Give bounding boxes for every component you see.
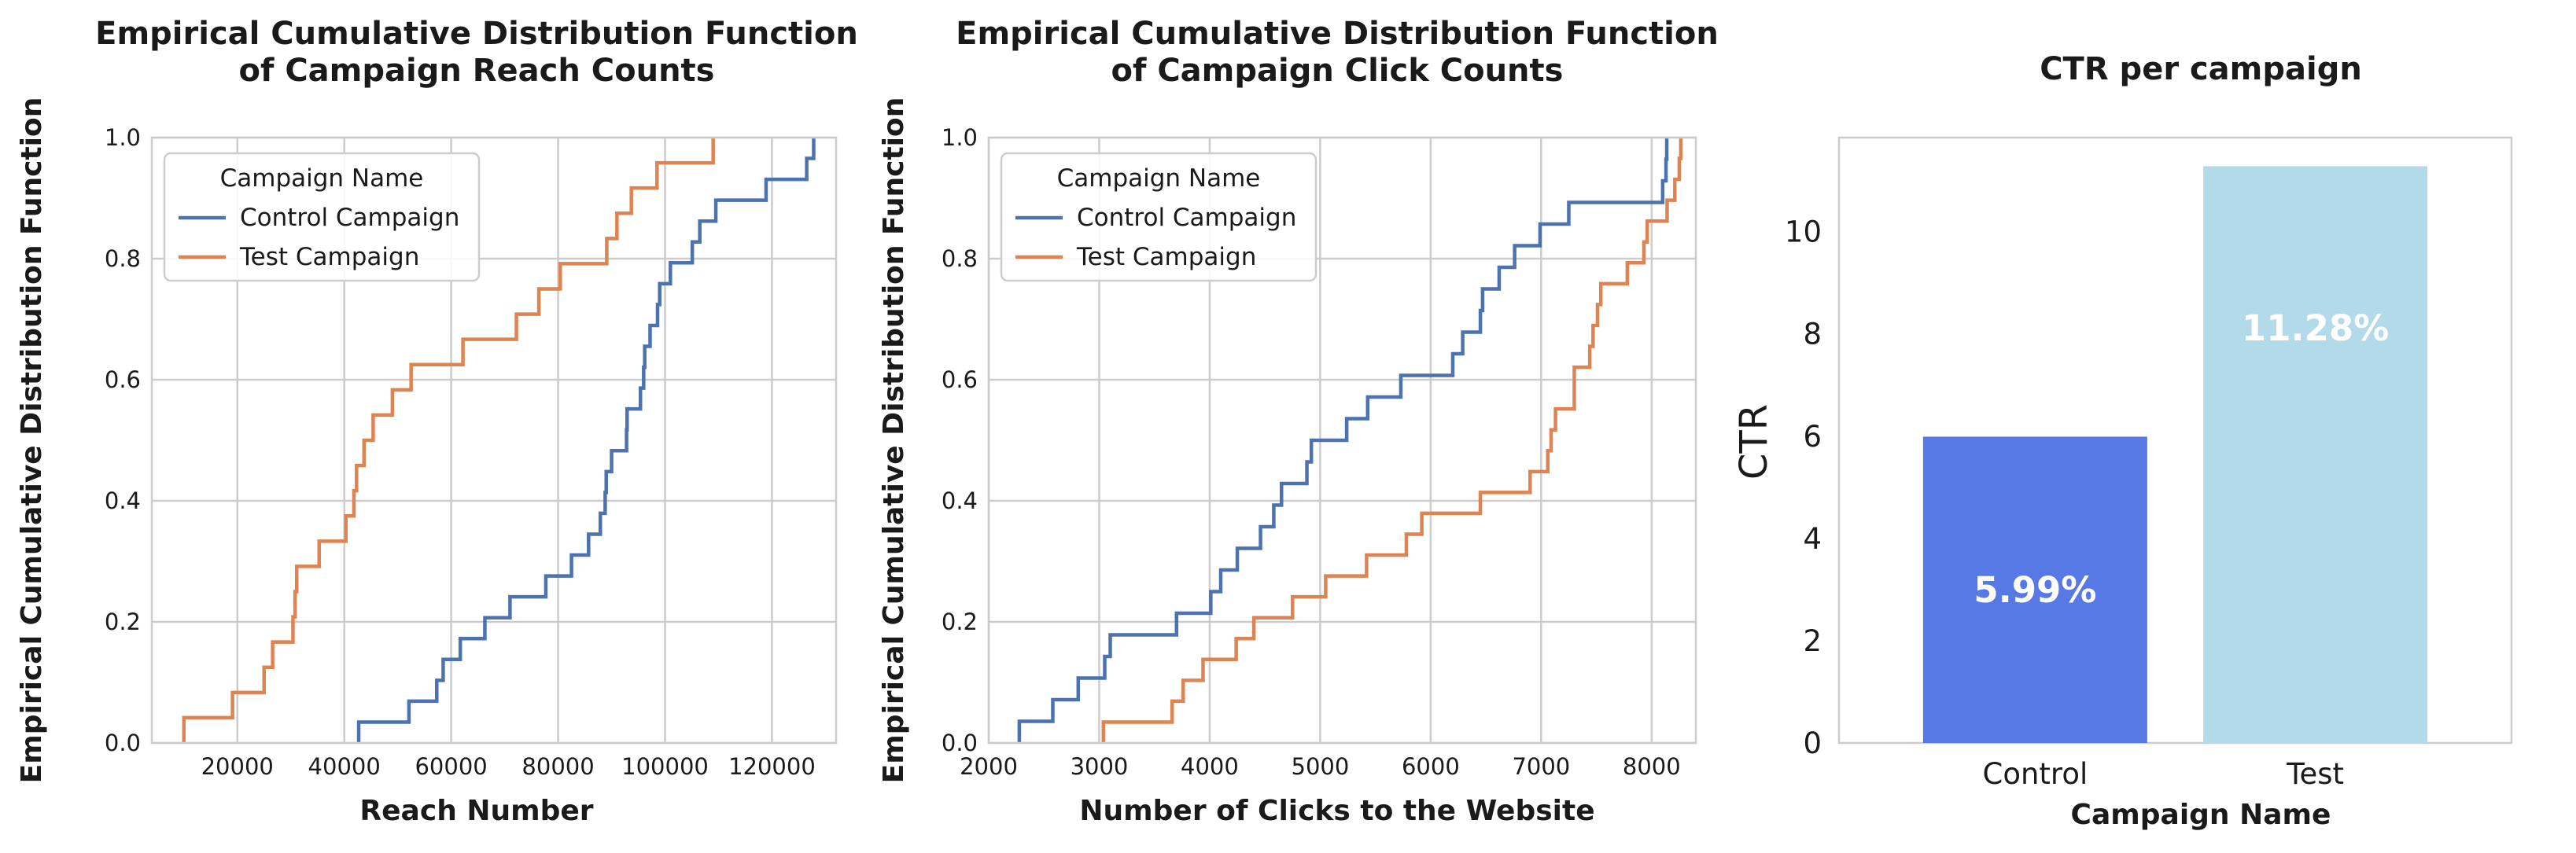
x-tick-label: 120000 xyxy=(728,753,816,780)
y-tick-label: 0.8 xyxy=(942,245,978,272)
legend-box xyxy=(163,152,481,282)
ctr-chart-title: CTR per campaign xyxy=(2040,51,2362,87)
clicks-chart-title-line1: Empirical Cumulative Distribution Functi… xyxy=(956,16,1719,52)
y-tick-label: 0.0 xyxy=(105,730,141,756)
reach-ecdf-panel: Empirical Cumulative Distribution Functi… xyxy=(16,16,858,827)
reach-y-axis-label: Empirical Cumulative Distribution Functi… xyxy=(16,97,48,784)
reach-chart-title-line2: of Campaign Reach Counts xyxy=(239,53,715,89)
y-tick-label: 0.2 xyxy=(942,608,978,635)
bar-data-label: 11.28% xyxy=(2242,307,2389,349)
ctr-y-axis-label: CTR xyxy=(1732,404,1776,480)
ctr-x-ticks: Control Test xyxy=(1983,757,2345,791)
ecdf-line-control-campaign xyxy=(356,138,816,743)
x-tick-label: 6000 xyxy=(1402,753,1460,780)
y-tick-label: 1.0 xyxy=(105,124,141,151)
ctr-x-axis-label: Campaign Name xyxy=(2071,799,2331,831)
clicks-y-ticks: 0.0 0.2 0.4 0.6 0.8 1.0 xyxy=(942,124,978,756)
x-tick-label: 4000 xyxy=(1181,753,1239,780)
y-tick-label: 0.8 xyxy=(105,245,141,272)
clicks-plot-frame xyxy=(987,136,1697,745)
legend-title: Campaign Name xyxy=(1057,164,1261,193)
reach-plot-frame xyxy=(150,136,838,745)
y-tick-label: 0 xyxy=(1803,726,1822,760)
legend-entry: Test Campaign xyxy=(239,243,419,271)
x-tick-label: 7000 xyxy=(1512,753,1570,780)
reach-chart-title-line1: Empirical Cumulative Distribution Functi… xyxy=(95,16,858,52)
clicks-grid xyxy=(987,136,1696,745)
x-tick-label: 20000 xyxy=(201,753,274,780)
y-tick-label: 2 xyxy=(1803,624,1822,658)
y-tick-label: 6 xyxy=(1803,420,1822,454)
x-tick-label: Test xyxy=(2286,757,2344,791)
x-tick-label: 60000 xyxy=(415,753,487,780)
x-tick-label: 80000 xyxy=(521,753,594,780)
ctr-bar-panel: CTR per campaign 5.99% 11.28% Control Test… xyxy=(1732,51,2513,831)
reach-y-ticks: 0.0 0.2 0.4 0.6 0.8 1.0 xyxy=(105,124,141,756)
bar-test xyxy=(2203,166,2428,743)
x-tick-label: 8000 xyxy=(1623,753,1681,780)
y-tick-label: 0.0 xyxy=(942,730,978,756)
legend-entry: Test Campaign xyxy=(1076,243,1256,271)
ctr-y-ticks: 0 2 4 6 8 10 xyxy=(1785,215,1822,760)
y-tick-label: 0.6 xyxy=(942,366,978,393)
clicks-ecdf-panel: Empirical Cumulative Distribution Functi… xyxy=(878,16,1719,827)
clicks-legend: Campaign Name Control Campaign Test Campai… xyxy=(1000,152,1317,282)
legend-entry: Control Campaign xyxy=(240,204,459,232)
clicks-x-axis-label: Number of Clicks to the Website xyxy=(1079,795,1594,827)
x-tick-label: 40000 xyxy=(308,753,381,780)
y-tick-label: 0.6 xyxy=(105,366,141,393)
clicks-chart-title-line2: of Campaign Click Counts xyxy=(1111,53,1564,89)
legend-box xyxy=(1000,152,1317,282)
reach-legend: Campaign Name Control Campaign Test Campai… xyxy=(163,152,481,282)
reach-x-axis-label: Reach Number xyxy=(359,795,593,827)
ecdf-line-control-campaign xyxy=(1017,138,1669,743)
x-tick-label: 2000 xyxy=(960,753,1018,780)
clicks-y-axis-label: Empirical Cumulative Distribution Functi… xyxy=(878,97,910,784)
ctr-bars: 5.99% 11.28% xyxy=(1922,166,2428,743)
ecdf-line-test-campaign xyxy=(182,138,715,743)
bar-control xyxy=(1922,436,2147,743)
legend-title: Campaign Name xyxy=(220,164,424,193)
y-tick-label: 10 xyxy=(1785,215,1822,249)
x-tick-label: 3000 xyxy=(1071,753,1129,780)
clicks-series-lines xyxy=(1017,138,1683,743)
reach-series-lines xyxy=(182,138,816,743)
x-tick-label: 100000 xyxy=(621,753,709,780)
y-tick-label: 4 xyxy=(1803,522,1822,556)
bar-data-label: 5.99% xyxy=(1973,569,2096,611)
reach-x-ticks: 20000 40000 60000 80000 100000 120000 xyxy=(201,753,816,780)
y-tick-label: 0.4 xyxy=(105,487,141,514)
legend-entry: Control Campaign xyxy=(1077,204,1296,232)
ecdf-line-test-campaign xyxy=(1101,138,1683,743)
ctr-plot-frame xyxy=(1837,136,2513,745)
y-tick-label: 8 xyxy=(1803,318,1822,351)
y-tick-label: 0.2 xyxy=(105,608,141,635)
x-tick-label: Control xyxy=(1983,757,2088,791)
y-tick-label: 1.0 xyxy=(942,124,978,151)
y-tick-label: 0.4 xyxy=(942,487,978,514)
x-tick-label: 5000 xyxy=(1292,753,1350,780)
clicks-x-ticks: 2000 3000 4000 5000 6000 7000 8000 xyxy=(960,753,1681,780)
